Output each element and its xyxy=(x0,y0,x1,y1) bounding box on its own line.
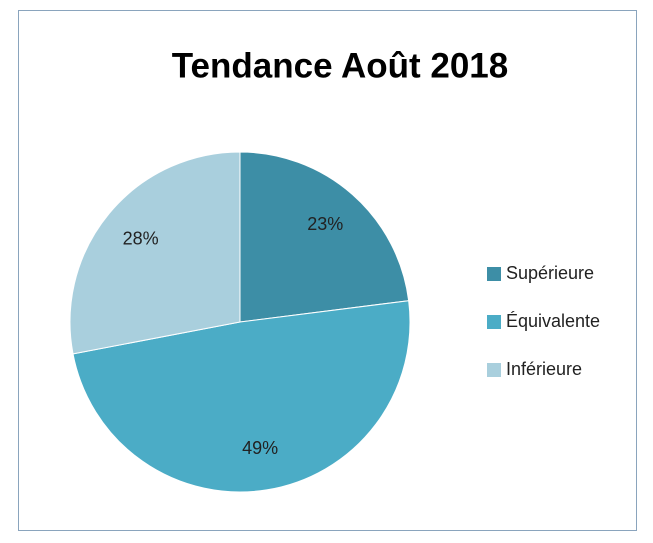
data-label: 23% xyxy=(307,214,343,234)
legend-label: Inférieure xyxy=(506,359,582,379)
data-label: 28% xyxy=(123,229,159,249)
data-label: 49% xyxy=(242,438,278,458)
legend-swatch xyxy=(487,267,501,281)
legend-swatch xyxy=(487,315,501,329)
legend-swatch xyxy=(487,363,501,377)
pie-slice xyxy=(69,151,241,355)
chart-title: Tendance Août 2018 xyxy=(172,46,508,85)
legend-label: Équivalente xyxy=(506,311,600,331)
pie-slice xyxy=(72,300,411,493)
legend-label: Supérieure xyxy=(506,263,594,283)
pie-slice xyxy=(239,151,410,323)
